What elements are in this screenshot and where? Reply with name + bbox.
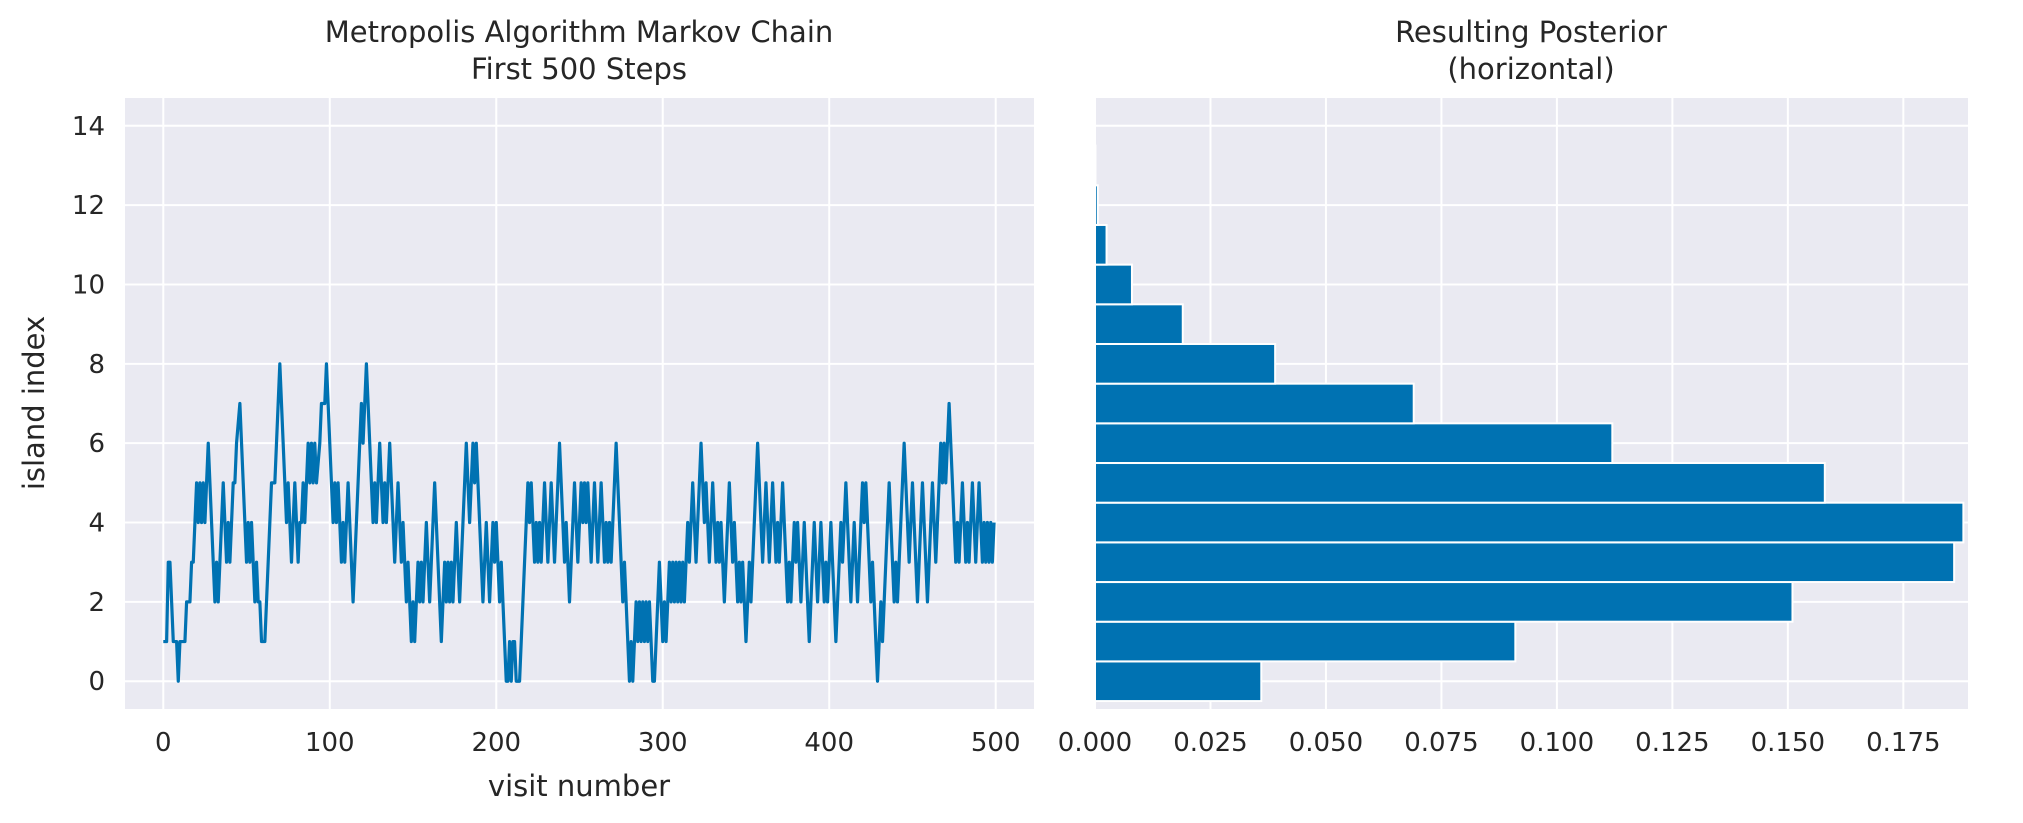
trace-x-ticks: 0 100 200 300 400 500: [155, 728, 1021, 758]
y-tick-label: 6: [88, 429, 105, 459]
posterior-title-line1: Resulting Posterior: [1395, 15, 1667, 49]
y-tick-label: 12: [72, 191, 105, 221]
y-tick-label: 14: [72, 112, 105, 142]
posterior-bar: [1094, 501, 1965, 544]
x-tick-label: 0.150: [1751, 728, 1825, 758]
x-tick-label: 500: [971, 728, 1021, 758]
x-tick-label: 0: [155, 728, 172, 758]
x-tick-label: 0.175: [1866, 728, 1940, 758]
x-tick-label: 200: [471, 728, 521, 758]
posterior-bar: [1094, 184, 1099, 226]
x-tick-label: 0.000: [1058, 728, 1132, 758]
trace-title-line2: First 500 Steps: [471, 52, 687, 86]
posterior-bars: [1094, 144, 1965, 703]
posterior-title-line2: (horizontal): [1447, 52, 1614, 86]
posterior-bar: [1094, 660, 1263, 703]
posterior-bar: [1094, 223, 1108, 266]
trace-panel: 0 2 4 6 8 10 12 14 0 100 200 300 400 500 Metropolis …: [17, 15, 1034, 803]
posterior-bar: [1094, 382, 1415, 425]
x-tick-label: 0.050: [1289, 728, 1363, 758]
x-tick-label: 0.075: [1404, 728, 1478, 758]
posterior-bar: [1094, 342, 1277, 385]
trace-y-axis-label: island index: [17, 316, 51, 490]
posterior-bar: [1094, 620, 1517, 663]
trace-x-axis-label: visit number: [488, 769, 670, 803]
posterior-panel: 0.000 0.025 0.050 0.075 0.100 0.125 0.150 0.175…: [1058, 15, 1968, 758]
posterior-x-ticks: 0.000 0.025 0.050 0.075 0.100 0.125 0.150 0.175: [1058, 728, 1941, 758]
posterior-bar: [1094, 422, 1614, 465]
y-tick-label: 10: [72, 270, 105, 300]
x-tick-label: 0.125: [1635, 728, 1709, 758]
posterior-bar: [1094, 462, 1826, 504]
trace-y-ticks: 0 2 4 6 8 10 12 14: [72, 112, 105, 697]
y-tick-label: 2: [88, 588, 105, 618]
posterior-bar: [1094, 541, 1956, 584]
trace-title-line1: Metropolis Algorithm Markov Chain: [325, 15, 834, 49]
y-tick-label: 0: [88, 667, 105, 697]
x-tick-label: 0.100: [1520, 728, 1594, 758]
y-tick-label: 4: [88, 509, 105, 539]
posterior-bar: [1094, 581, 1794, 623]
posterior-bar: [1094, 303, 1184, 345]
x-tick-label: 0.025: [1173, 728, 1247, 758]
posterior-bar: [1094, 263, 1133, 306]
trace-line: [163, 362, 996, 683]
x-tick-label: 400: [804, 728, 854, 758]
x-tick-label: 100: [305, 728, 355, 758]
x-tick-label: 300: [638, 728, 688, 758]
y-tick-label: 8: [88, 350, 105, 380]
